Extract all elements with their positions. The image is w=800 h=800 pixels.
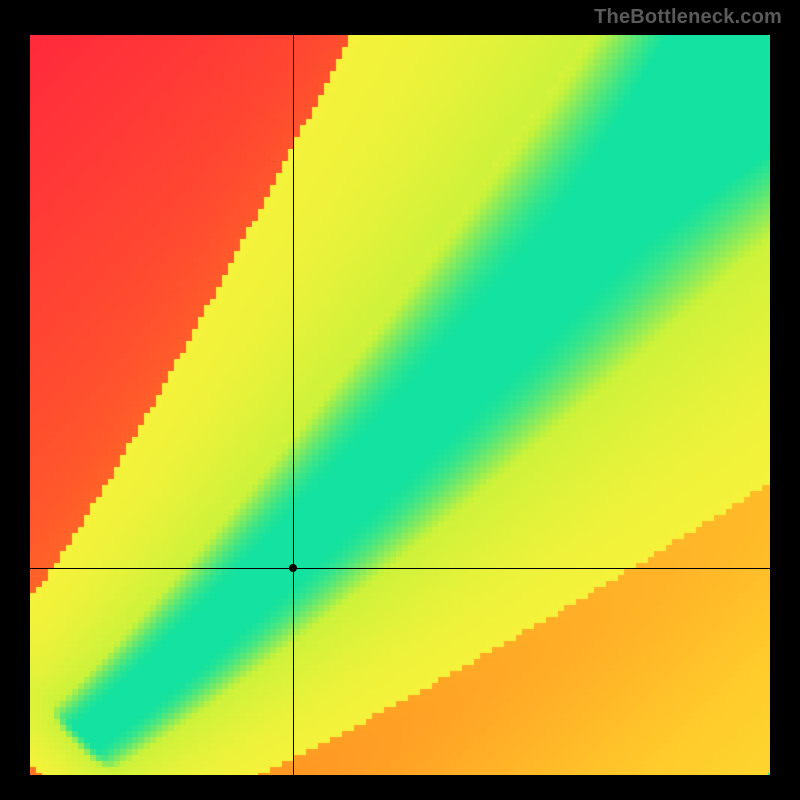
- chart-container: TheBottleneck.com: [0, 0, 800, 800]
- plot-area: [30, 35, 770, 775]
- heatmap-canvas: [30, 35, 770, 775]
- watermark-text: TheBottleneck.com: [594, 6, 782, 29]
